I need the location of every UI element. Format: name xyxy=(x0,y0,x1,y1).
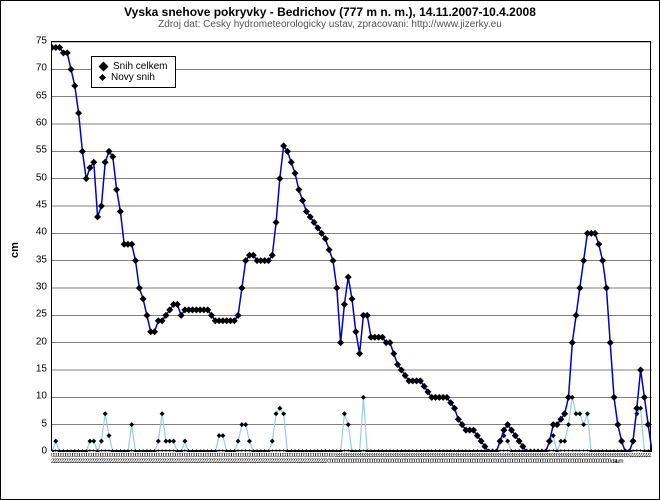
chart-subtitle: Zdroj dat: Cesky hydrometeorologicky ust… xyxy=(1,19,659,32)
y-tick-label: 0 xyxy=(29,446,47,457)
y-tick-label: 45 xyxy=(29,200,47,211)
legend-row: Novy snih xyxy=(100,72,167,83)
y-tick-label: 70 xyxy=(29,63,47,74)
legend-label: Novy snih xyxy=(111,72,155,83)
y-tick-label: 60 xyxy=(29,118,47,129)
y-tick-label: 30 xyxy=(29,282,47,293)
plot-area xyxy=(51,41,651,451)
plot-svg xyxy=(52,42,652,452)
y-tick-label: 35 xyxy=(29,254,47,265)
legend-row: Snih celkem xyxy=(100,61,167,72)
legend: Snih celkemNovy snih xyxy=(91,56,176,88)
diamond-marker-icon xyxy=(99,62,109,72)
y-tick-label: 75 xyxy=(29,36,47,47)
y-tick-label: 5 xyxy=(29,418,47,429)
y-axis-label: cm xyxy=(9,242,21,258)
y-tick-label: 20 xyxy=(29,336,47,347)
y-tick-label: 25 xyxy=(29,309,47,320)
chart-container: Vyska snehove pokryvky - Bedrichov (777 … xyxy=(0,0,660,500)
y-tick-label: 40 xyxy=(29,227,47,238)
y-tick-label: 15 xyxy=(29,364,47,375)
chart-title: Vyska snehove pokryvky - Bedrichov (777 … xyxy=(1,1,659,19)
legend-label: Snih celkem xyxy=(113,61,167,72)
y-tick-label: 10 xyxy=(29,391,47,402)
x-axis-texture: 0000000000000000000000000000000000000000… xyxy=(51,453,651,493)
diamond-marker-icon xyxy=(99,74,106,81)
y-tick-label: 55 xyxy=(29,145,47,156)
y-tick-label: 65 xyxy=(29,90,47,101)
y-tick-label: 50 xyxy=(29,172,47,183)
